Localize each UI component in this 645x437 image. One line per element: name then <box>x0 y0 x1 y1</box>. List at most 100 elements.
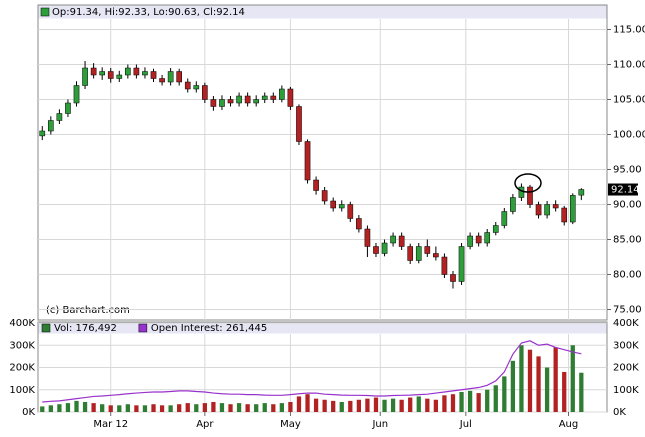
candle-body <box>279 88 285 100</box>
volume-bar <box>211 401 216 412</box>
candle-body <box>244 95 251 104</box>
volume-bar <box>296 396 302 412</box>
candle-body <box>373 246 379 254</box>
legend-swatch <box>41 323 51 333</box>
candle-body <box>475 235 482 244</box>
volume-bar <box>442 395 447 412</box>
volume-bar <box>117 405 122 412</box>
candle-body <box>450 274 456 282</box>
candle-body <box>441 256 448 275</box>
candle-body <box>261 95 268 100</box>
volume-bar <box>570 345 575 412</box>
x-tick-label: Jun <box>371 419 388 430</box>
watermark: (c) Barchart.com <box>46 305 130 316</box>
volume-bar <box>536 356 541 412</box>
volume-bar <box>288 401 293 412</box>
candle-body <box>116 74 123 79</box>
volume-bar <box>228 404 233 412</box>
y-tick-label: 110.00 <box>613 60 645 71</box>
x-tick-label: Mar 12 <box>93 419 128 430</box>
volume-bar <box>100 404 105 412</box>
volume-bar <box>305 394 310 412</box>
y-tick-label: 0K <box>613 407 626 418</box>
candle-body <box>518 186 525 198</box>
candle-body <box>193 85 200 90</box>
price-header-bar <box>38 5 607 19</box>
candle-body <box>578 189 585 196</box>
x-tick-label: May <box>280 419 301 430</box>
candle-body <box>56 113 63 121</box>
last-price-label: 92.14 <box>611 185 640 196</box>
legend-swatch <box>138 323 148 333</box>
candle-body <box>48 120 54 132</box>
y-tick-label: 200K <box>613 363 639 374</box>
volume-bar <box>485 389 490 412</box>
volume-bar <box>510 360 516 412</box>
y-tick-label: 105.00 <box>613 95 645 106</box>
volume-bar <box>108 405 113 412</box>
x-tick-label: Apr <box>196 419 214 430</box>
y-tick-label: 85.00 <box>613 235 642 246</box>
volume-bar <box>416 396 421 412</box>
candle-body <box>304 141 311 181</box>
volume-bar <box>562 371 567 412</box>
price-legend-swatch <box>40 7 50 17</box>
volume-bar <box>185 403 190 412</box>
volume-bar <box>459 391 464 412</box>
volume-bar <box>579 372 584 412</box>
candle-body <box>330 200 337 209</box>
candle-body <box>227 99 234 104</box>
volume-bar <box>177 404 182 412</box>
volume-bar <box>82 401 88 412</box>
y-tick-label-left: 200K <box>9 363 35 374</box>
y-tick-label: 80.00 <box>613 270 642 281</box>
x-tick-label: Aug <box>559 419 579 430</box>
volume-bar <box>493 385 498 412</box>
price-layer: 75.00 80.00 85.00 90.00 95.00 100.00 105.00 110… <box>38 19 645 320</box>
volume-bar <box>219 403 225 412</box>
y-tick-label: 90.00 <box>613 200 642 211</box>
volume-bar <box>91 403 96 412</box>
y-tick-label: 300K <box>613 340 639 351</box>
candle-body <box>133 67 140 76</box>
candle-body <box>287 88 294 107</box>
price-header: Op:91.34, Hi:92.33, Lo:90.63, Cl:92.14 <box>52 7 245 18</box>
volume-bar <box>313 398 319 412</box>
candle-body <box>535 204 542 216</box>
candle-body <box>150 71 157 79</box>
volume-bar <box>365 398 370 412</box>
candle-body <box>561 207 568 223</box>
y-tick-label-left: 100K <box>9 385 35 396</box>
volume-bar <box>433 399 439 412</box>
candle-body <box>347 204 354 219</box>
candle-body <box>236 95 242 104</box>
volume-bar <box>159 405 165 412</box>
x-tick-label: Jul <box>459 419 472 430</box>
candle-body <box>82 67 88 86</box>
volume-bar <box>527 349 533 412</box>
open-interest-line <box>42 340 582 403</box>
volume-bar <box>142 405 148 412</box>
volume-bar <box>125 404 130 412</box>
volume-bar <box>373 397 379 412</box>
candle-body <box>510 197 516 212</box>
candle-body <box>99 71 105 76</box>
candle-body <box>296 106 302 142</box>
volume-bar <box>202 403 207 412</box>
candle-body <box>492 225 499 233</box>
volume-bar <box>48 405 53 412</box>
volume-bar <box>425 398 430 412</box>
volume-bar <box>254 404 259 412</box>
volume-bar <box>399 399 404 412</box>
y-tick-label-left: 300K <box>9 340 35 351</box>
candle-body <box>527 186 533 205</box>
candle-body <box>390 235 396 244</box>
volume-bar <box>544 367 550 412</box>
volume-bar <box>450 394 456 412</box>
candle-body <box>39 130 46 137</box>
candle-body <box>210 99 217 107</box>
volume-bar <box>245 404 250 412</box>
y-tick-label: 95.00 <box>613 165 642 176</box>
candle-body <box>458 246 465 282</box>
